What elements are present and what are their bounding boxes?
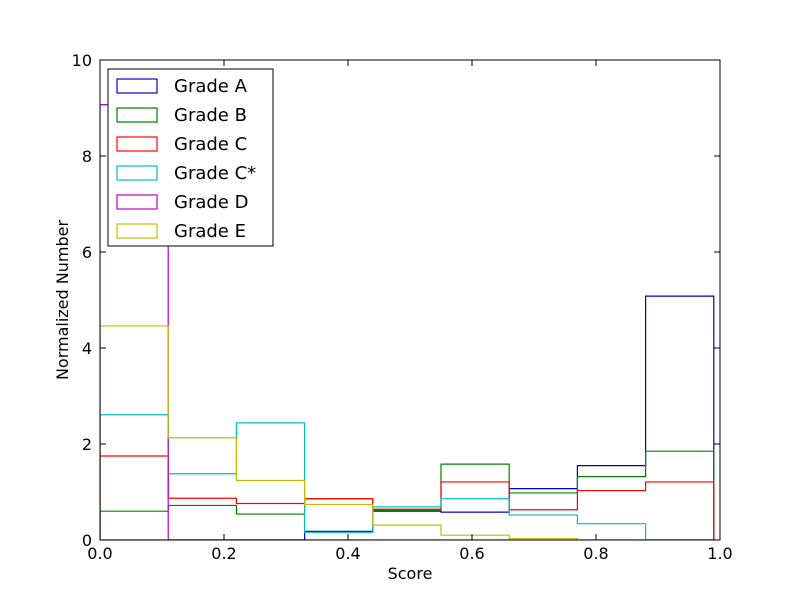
y-axis-label: Normalized Number bbox=[53, 220, 72, 381]
legend-label: Grade D bbox=[174, 192, 248, 213]
x-tick-label: 0.0 bbox=[87, 544, 112, 563]
series-grade-c bbox=[100, 455, 715, 540]
y-tick-label: 2 bbox=[82, 435, 92, 454]
legend-swatch bbox=[116, 78, 158, 94]
legend-swatch bbox=[116, 223, 158, 239]
legend: Grade A Grade B Grade C Grade C* Grade D Grad… bbox=[107, 68, 274, 247]
legend-swatch bbox=[116, 107, 158, 123]
legend-label: Grade B bbox=[174, 105, 247, 126]
x-tick-label: 0.4 bbox=[335, 544, 360, 563]
ticks-layer: 0.0 0.2 0.4 0.6 0.8 1.0 0 2 4 6 8 10 bbox=[72, 51, 733, 563]
y-tick-label: 8 bbox=[82, 147, 92, 166]
legend-label: Grade C* bbox=[174, 163, 256, 184]
legend-label: Grade E bbox=[174, 221, 246, 242]
x-tick-label: 0.8 bbox=[583, 544, 608, 563]
legend-label: Grade C bbox=[174, 134, 247, 155]
series-grade-e bbox=[100, 325, 714, 540]
legend-frame bbox=[107, 68, 274, 247]
plot-frame bbox=[99, 59, 721, 541]
y-tick-label: 6 bbox=[82, 243, 92, 262]
legend-swatch bbox=[116, 194, 158, 210]
x-axis-label: Score bbox=[388, 564, 433, 583]
y-tick-label: 0 bbox=[82, 531, 92, 550]
legend-label: Grade A bbox=[174, 76, 248, 97]
series-grade-b bbox=[100, 450, 715, 540]
y-tick-label: 10 bbox=[72, 51, 92, 70]
x-tick-label: 0.6 bbox=[459, 544, 484, 563]
legend-swatch bbox=[116, 165, 158, 181]
x-tick-label: 1.0 bbox=[707, 544, 732, 563]
x-tick-label: 0.2 bbox=[211, 544, 236, 563]
legend-swatch bbox=[116, 136, 158, 152]
y-tick-label: 4 bbox=[82, 339, 92, 358]
series-grade-a bbox=[100, 295, 715, 540]
